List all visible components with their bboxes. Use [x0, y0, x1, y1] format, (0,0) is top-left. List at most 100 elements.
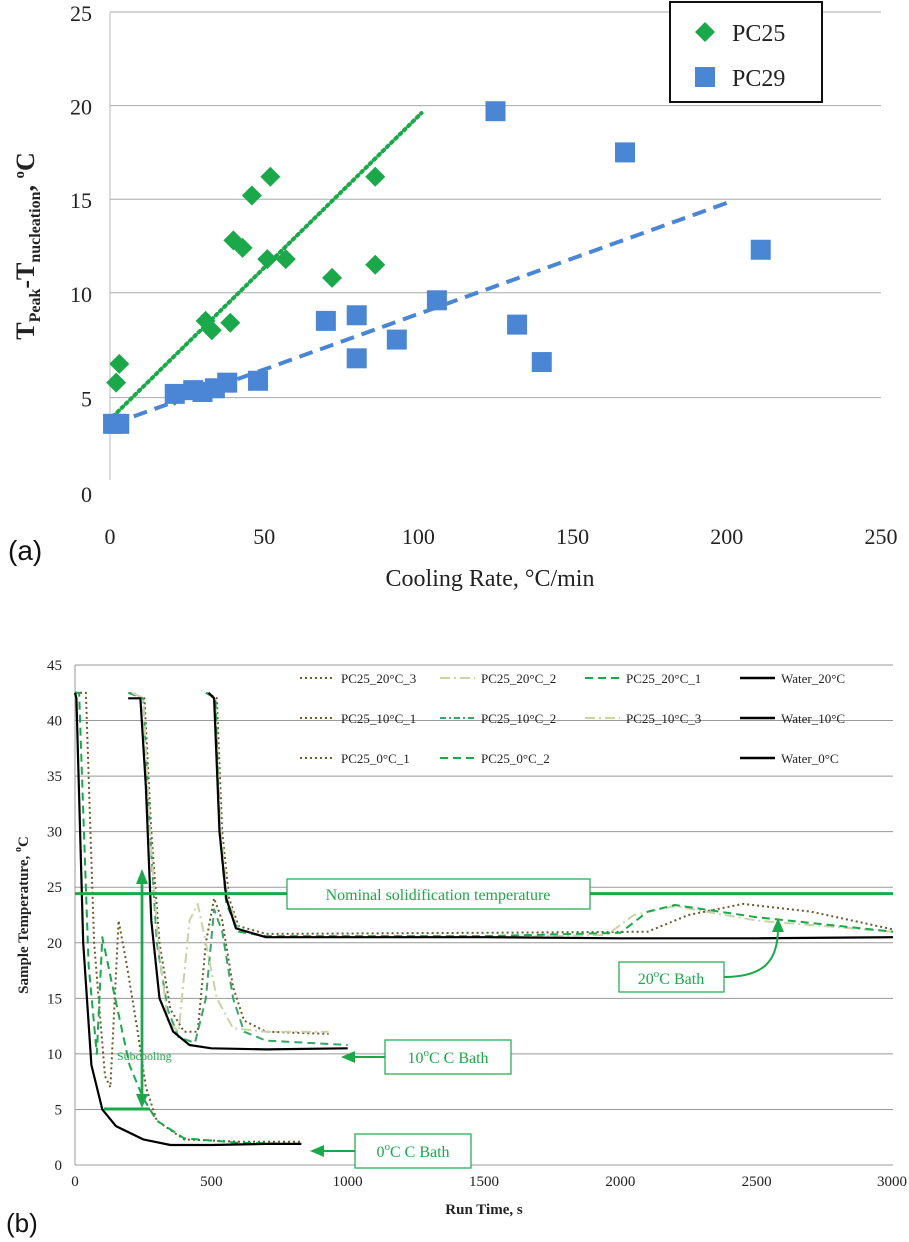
legend-entry-label: PC25_20°C_2: [481, 671, 556, 686]
legend-entry-label: PC25_0°C_2: [481, 751, 550, 766]
point-pc29: [386, 329, 407, 350]
panel-b-x-tick-label: 1000: [333, 1174, 363, 1190]
bath-0-label: 0oC C Bath: [376, 1141, 449, 1161]
point-pc29: [485, 101, 506, 122]
panel-a-x-ticks: 0 50 100 150 200 250: [105, 524, 898, 549]
legend-entry-label: Water_20°C: [781, 671, 845, 686]
legend-pc25-label: PC25: [732, 21, 785, 47]
point-pc29: [217, 372, 238, 393]
panel-b-x-ticks: 0 500 1000 1500 2000 2500 3000: [71, 1174, 907, 1190]
panel-b-y-tick-label: 45: [47, 658, 62, 674]
panel-b-y-tick-label: 30: [47, 825, 62, 841]
point-pc25: [275, 249, 296, 270]
bath-20-arrow: [723, 927, 779, 978]
point-pc25: [232, 237, 253, 258]
panel-a-y-ticks: 0 5 10 15 20 25: [70, 1, 92, 507]
series-line-water-20-c: [207, 692, 894, 940]
legend-pc29-marker: [695, 67, 715, 87]
panel-a-x-tick-label: 200: [710, 524, 743, 549]
bath-0-label-box: [354, 1133, 472, 1169]
panel-b-x-axis-label: Run Time, s: [445, 1202, 523, 1218]
panel-a-y-tick-label: 15: [70, 188, 92, 213]
panel-b-x-tick-label: 2000: [605, 1174, 635, 1190]
series-line-pc25-10-c-2: [127, 691, 348, 1046]
panel-a-y-tick-label: 10: [70, 282, 92, 307]
point-pc25: [365, 166, 386, 187]
bath-10-arrowhead: [341, 1051, 355, 1063]
panel-a-x-tick-label: 50: [253, 524, 275, 549]
point-pc25: [201, 320, 222, 341]
panel-b-y-axis-label: Sample Temperature, oC: [13, 836, 32, 994]
panel-b-x-tick-label: 0: [71, 1174, 79, 1190]
point-pc29: [248, 370, 269, 391]
subcooling-arrowhead-up: [136, 869, 148, 884]
point-pc29: [750, 239, 771, 260]
panel-a-x-tick-label: 250: [865, 524, 898, 549]
subcooling-label: Subcooling: [117, 1049, 172, 1063]
panel-a-y-tick-label: 20: [70, 95, 92, 120]
bath-20-arrowhead: [772, 918, 784, 932]
panel-b-y-tick-label: 35: [47, 769, 62, 785]
panel-a-x-axis-label: Cooling Rate, °C/min: [386, 566, 595, 592]
point-pc29: [426, 290, 447, 311]
panel-a-x-tick-label: 150: [556, 524, 589, 549]
nominal-temperature-label: Nominal solidification temperature: [326, 887, 551, 904]
bath-0-annotation: 0oC C Bath: [310, 1133, 472, 1169]
panel-b-y-tick-label: 0: [55, 1158, 63, 1174]
point-pc29: [109, 413, 130, 434]
panel-a-x-tick-label: 0: [105, 524, 116, 549]
bath-0-arrowhead: [310, 1145, 324, 1157]
point-pc25: [220, 312, 241, 333]
legend-entry-label: PC25_10°C_3: [626, 711, 701, 726]
panel-b-y-tick-label: 15: [47, 991, 62, 1007]
point-pc29: [346, 305, 367, 326]
panel-b-y-tick-label: 25: [47, 880, 62, 896]
legend-entry-label: PC25_10°C_1: [341, 711, 416, 726]
panel-b-label: (b): [6, 1208, 38, 1238]
bath-20-annotation: 20oC Bath: [618, 918, 784, 993]
point-pc25: [241, 185, 262, 206]
bath-20-label-box: [618, 961, 725, 993]
panel-b-y-tick-label: 10: [47, 1047, 62, 1063]
point-pc25: [257, 249, 278, 270]
bath-10-annotation: 10oC C Bath: [341, 1039, 512, 1075]
panel-a-y-tick-label: 5: [81, 387, 92, 412]
panel-a-legend: PC25 PC29: [669, 1, 823, 103]
panel-a-y-tick-label: 0: [81, 482, 92, 507]
panel-b-series-lines: [73, 691, 894, 1147]
panel-a-y-tick-label: 25: [70, 1, 92, 26]
panel-b-x-tick-label: 500: [200, 1174, 223, 1190]
series-line-pc25-10-c-1: [129, 691, 329, 1035]
panel-b-y-ticks: 0 5 10 15 20 25 30 35 40 45: [47, 658, 62, 1174]
point-pc25: [106, 372, 127, 393]
bath-10-label: 10oC C Bath: [407, 1047, 488, 1067]
panel-b-x-tick-label: 2500: [742, 1174, 772, 1190]
panel-b-x-tick-label: 3000: [877, 1174, 907, 1190]
legend-pc25-marker: [695, 22, 715, 42]
panel-b-x-tick-label: 1500: [469, 1174, 499, 1190]
panel-a-label: (a): [8, 535, 42, 566]
panel-b-y-tick-label: 20: [47, 936, 62, 952]
point-pc29: [531, 352, 552, 373]
panel-b-y-tick-label: 40: [47, 714, 62, 730]
point-pc29: [164, 383, 185, 404]
series-line-water-0-c: [73, 692, 302, 1147]
subcooling-arrowhead-down: [136, 1094, 148, 1108]
legend-pc29-label: PC29: [732, 66, 785, 92]
point-pc29: [507, 314, 528, 335]
legend-entry-label: Water_0°C: [781, 751, 839, 766]
legend-entry-label: PC25_20°C_3: [341, 671, 416, 686]
point-pc25: [365, 254, 386, 275]
point-pc29: [315, 310, 336, 331]
panel-a-y-axis-label: TPeak-Tnucleation, oC: [11, 152, 44, 340]
panel-b: Nominal solidification temperature Subco…: [6, 658, 907, 1238]
panel-a-x-tick-label: 100: [402, 524, 435, 549]
point-pc25: [260, 166, 281, 187]
point-pc29: [615, 142, 636, 163]
series-line-pc25-0-c-1: [75, 691, 302, 1143]
legend-entry-label: PC25_20°C_1: [626, 671, 701, 686]
panel-b-y-tick-label: 5: [55, 1102, 63, 1118]
panel-a: 0 5 10 15 20 25 0 50 100 150 200 250 Cooling Rate,…: [8, 1, 898, 592]
panel-a-markers: [103, 101, 771, 434]
